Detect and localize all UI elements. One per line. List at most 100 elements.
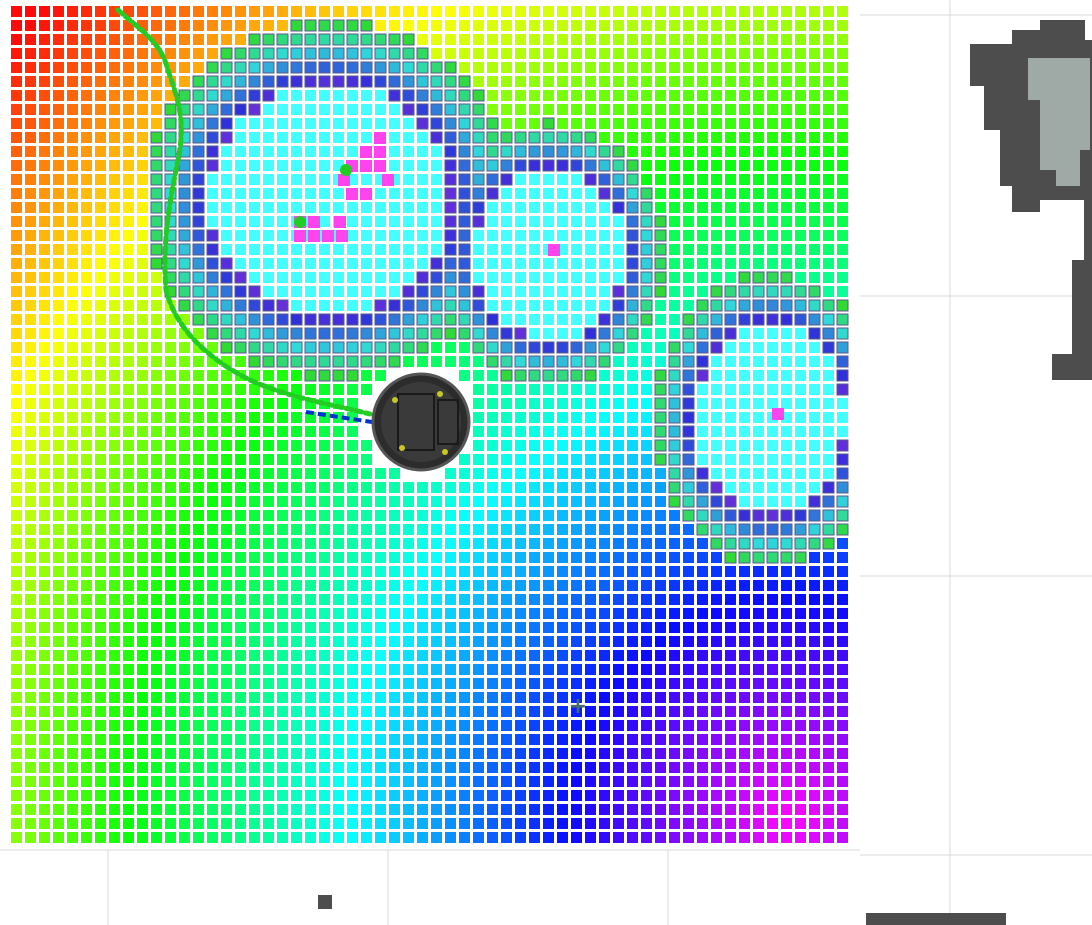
robot-base[interactable] (371, 372, 471, 472)
costmap-cell (836, 355, 849, 368)
costmap-cell (809, 6, 820, 17)
costmap-cell (220, 257, 233, 270)
costmap-cell (585, 776, 596, 787)
costmap-cell (305, 804, 316, 815)
costmap-cell (823, 678, 834, 689)
costmap-cell (39, 608, 50, 619)
costmap-cell (221, 818, 232, 829)
costmap-cell (711, 608, 722, 619)
costmap-cell (39, 384, 50, 395)
costmap-cell (263, 188, 274, 199)
costmap-cell (543, 328, 554, 339)
costmap-cell (235, 230, 246, 241)
costmap-cell (571, 650, 582, 661)
costmap-cell (501, 524, 512, 535)
costmap-cell (193, 762, 204, 773)
costmap-cell (388, 327, 401, 340)
costmap-cell (473, 6, 484, 17)
costmap-cell (305, 132, 316, 143)
lethal-cell (294, 230, 306, 242)
costmap-cell (445, 20, 456, 31)
costmap-cell (753, 790, 764, 801)
costmap-cell (682, 495, 695, 508)
costmap-cell (206, 285, 219, 298)
costmap-cell (543, 790, 554, 801)
costmap-cell (347, 804, 358, 815)
costmap-cell (725, 20, 736, 31)
costmap-cell (486, 327, 499, 340)
costmap-cell (179, 538, 190, 549)
costmap-cell (11, 6, 22, 17)
costmap-cell (277, 104, 288, 115)
costmap-cell (431, 608, 442, 619)
costmap-cell (95, 370, 106, 381)
costmap-cell (487, 244, 498, 255)
costmap-cell (137, 832, 148, 843)
costmap-cell (165, 48, 176, 59)
costmap-cell (669, 720, 680, 731)
costmap-cell (67, 300, 78, 311)
costmap-cell (403, 510, 414, 521)
costmap-cell (445, 496, 456, 507)
costmap-cell (291, 174, 302, 185)
costmap-cell (501, 734, 512, 745)
costmap-cell (249, 762, 260, 773)
costmap-cell (347, 482, 358, 493)
costmap-cell (836, 369, 849, 382)
costmap-cell (291, 482, 302, 493)
costmap-cell (305, 538, 316, 549)
costmap-cell (725, 622, 736, 633)
costmap-cell (822, 523, 835, 536)
costmap-cell (571, 776, 582, 787)
costmap-cell (318, 355, 331, 368)
static-map-obstacles (318, 20, 1092, 925)
costmap-cell (459, 664, 470, 675)
costmap-cell (402, 89, 415, 102)
costmap-cell (263, 636, 274, 647)
costmap-cell (193, 622, 204, 633)
costmap-cell (319, 258, 330, 269)
costmap-cell (529, 664, 540, 675)
costmap-cell (655, 538, 666, 549)
costmap-cell (641, 594, 652, 605)
costmap-cell (235, 160, 246, 171)
costmap-cell (711, 622, 722, 633)
costmap-cell (109, 370, 120, 381)
costmap-cell (403, 580, 414, 591)
costmap-cell (361, 622, 372, 633)
costmap-cell (67, 762, 78, 773)
costmap-cell (95, 146, 106, 157)
costmap-cell (585, 832, 596, 843)
costmap-cell (150, 145, 163, 158)
costmap-cell (458, 285, 471, 298)
costmap-cell (809, 132, 820, 143)
costmap-cell (809, 356, 820, 367)
costmap-cell (823, 552, 834, 563)
costmap-cell (781, 790, 792, 801)
costmap-cell (430, 75, 443, 88)
costmap-cell (431, 496, 442, 507)
costmap-cell (725, 160, 736, 171)
goal-marker[interactable]: + (569, 694, 587, 719)
costmap-cell (711, 48, 722, 59)
costmap-cell (613, 132, 624, 143)
costmap-cell (67, 776, 78, 787)
costmap-cell (571, 328, 582, 339)
costmap-cell (221, 538, 232, 549)
costmap-cell (207, 538, 218, 549)
costmap-cell (473, 720, 484, 731)
costmap-cell (809, 594, 820, 605)
costmap-cell (641, 790, 652, 801)
costmap-cell (25, 524, 36, 535)
costmap-cell (39, 482, 50, 493)
costmap-cell (67, 244, 78, 255)
goal-symbol[interactable]: + (569, 694, 587, 719)
costmap-cell (557, 202, 568, 213)
costmap-cell (697, 174, 708, 185)
costmap-cell (53, 356, 64, 367)
costmap-cell (165, 314, 176, 325)
costmap-cell (39, 188, 50, 199)
costmap-cell (515, 104, 526, 115)
costmap-cell (487, 216, 498, 227)
